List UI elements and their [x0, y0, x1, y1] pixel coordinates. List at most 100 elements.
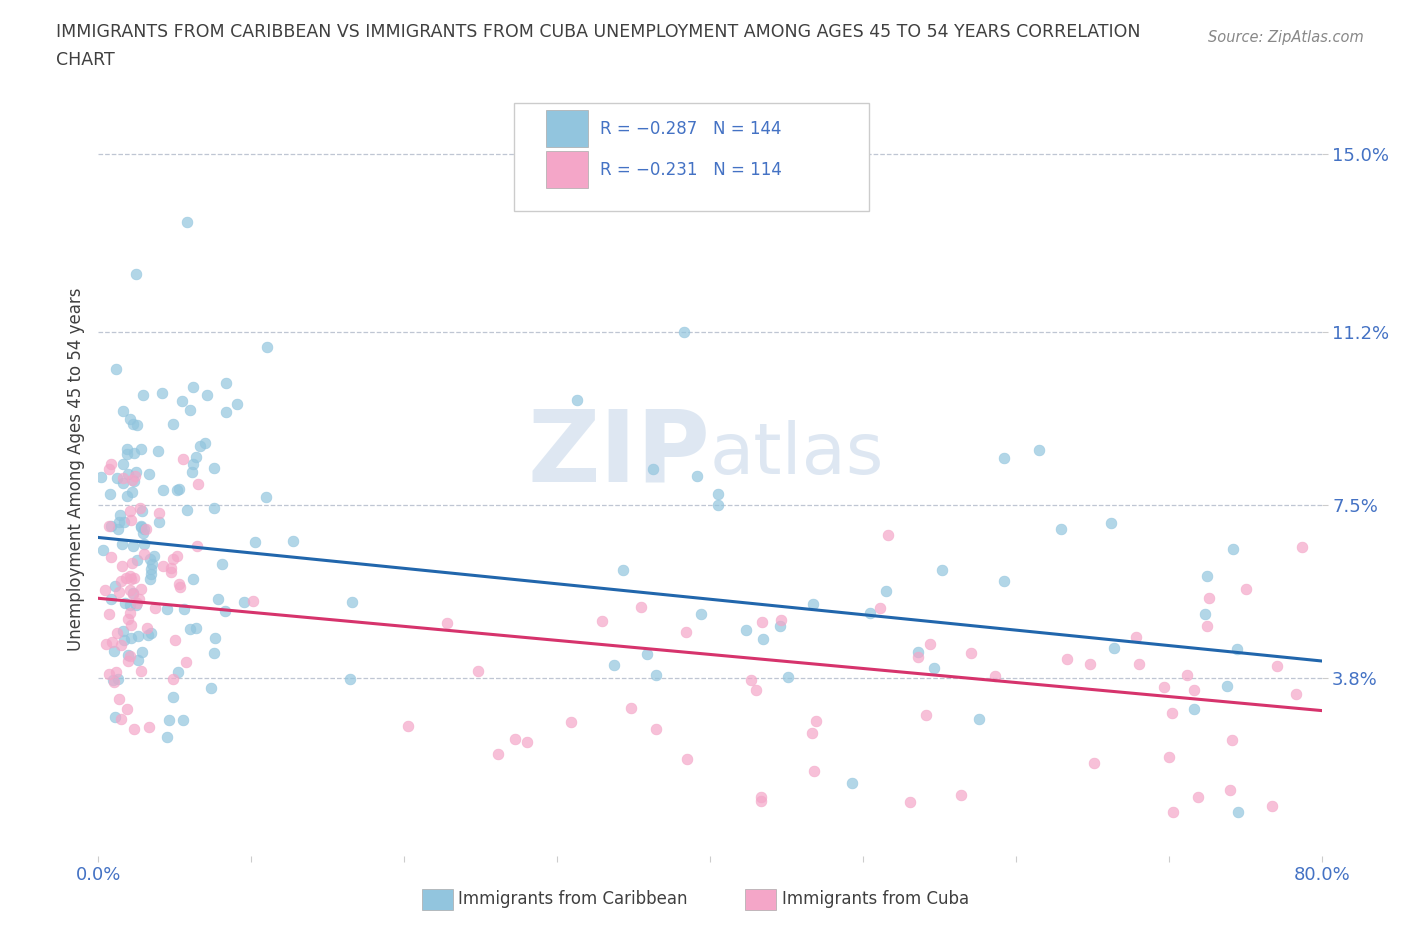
Point: [166, 483, 188, 498]
Point: [924, 660, 946, 675]
Point: [877, 527, 900, 542]
Point: [1285, 687, 1308, 702]
Point: [105, 665, 128, 680]
Point: [125, 465, 148, 480]
Point: [148, 514, 170, 529]
Point: [254, 490, 277, 505]
Point: [170, 394, 193, 409]
Point: [200, 680, 222, 695]
Point: [173, 602, 195, 617]
Point: [181, 464, 204, 479]
Point: [120, 572, 142, 587]
Point: [121, 472, 143, 487]
Point: [103, 674, 125, 689]
Point: [111, 476, 134, 491]
Point: [167, 577, 190, 591]
Point: [181, 571, 204, 586]
Point: [104, 710, 127, 724]
Point: [115, 446, 138, 461]
Point: [156, 729, 179, 744]
Point: [91, 542, 114, 557]
Point: [949, 787, 972, 802]
Point: [148, 506, 170, 521]
Point: [560, 714, 582, 729]
Point: [202, 645, 225, 660]
Point: [117, 467, 139, 482]
Point: [162, 671, 184, 686]
Point: [122, 571, 145, 586]
Point: [1161, 805, 1184, 820]
Point: [131, 664, 153, 679]
Point: [643, 461, 665, 476]
Point: [875, 583, 897, 598]
Point: [1225, 642, 1247, 657]
Point: [96, 636, 118, 651]
Point: [135, 620, 157, 635]
Point: [967, 711, 990, 726]
Point: [1219, 783, 1241, 798]
Point: [125, 552, 148, 567]
Point: [983, 669, 1005, 684]
Point: [98, 461, 121, 476]
Point: [114, 596, 136, 611]
Point: [159, 565, 181, 579]
Point: [100, 550, 122, 565]
Text: R = −0.231   N = 114: R = −0.231 N = 114: [600, 161, 782, 179]
Point: [141, 557, 163, 572]
Point: [181, 457, 204, 472]
Point: [801, 596, 824, 611]
Point: [124, 469, 146, 484]
Point: [100, 591, 122, 606]
Point: [1194, 606, 1216, 621]
Point: [1175, 668, 1198, 683]
Point: [918, 637, 941, 652]
Point: [174, 655, 197, 670]
Point: [636, 647, 658, 662]
Point: [150, 385, 173, 400]
Point: [107, 671, 129, 686]
Point: [94, 583, 117, 598]
Point: [169, 579, 191, 594]
Point: [204, 631, 226, 645]
Point: [1195, 618, 1218, 633]
Point: [100, 519, 122, 534]
Point: [166, 665, 188, 680]
Point: [100, 457, 122, 472]
Point: [117, 441, 139, 456]
Point: [141, 566, 163, 581]
Point: [100, 634, 122, 649]
Point: [1226, 804, 1249, 819]
Point: [105, 361, 128, 376]
Point: [156, 602, 179, 617]
Text: CHART: CHART: [56, 51, 115, 69]
Point: [134, 547, 156, 562]
Point: [163, 632, 186, 647]
Point: [112, 471, 135, 485]
Point: [131, 503, 153, 518]
Point: [157, 712, 180, 727]
Point: [135, 522, 157, 537]
Point: [172, 712, 194, 727]
Point: [207, 591, 229, 606]
Point: [139, 551, 162, 566]
FancyBboxPatch shape: [515, 103, 869, 211]
Point: [1220, 732, 1243, 747]
Point: [105, 471, 128, 485]
Point: [215, 405, 238, 419]
Point: [122, 722, 145, 737]
Point: [281, 534, 304, 549]
Point: [125, 598, 148, 613]
Point: [143, 601, 166, 616]
Point: [138, 571, 160, 586]
Point: [226, 396, 249, 411]
Point: [120, 512, 142, 527]
Point: [339, 671, 361, 686]
Text: Immigrants from Caribbean: Immigrants from Caribbean: [458, 890, 688, 909]
Point: [129, 442, 152, 457]
Point: [176, 502, 198, 517]
Point: [516, 735, 538, 750]
Point: [115, 488, 138, 503]
Point: [98, 666, 121, 681]
Point: [138, 466, 160, 481]
Point: [806, 713, 828, 728]
